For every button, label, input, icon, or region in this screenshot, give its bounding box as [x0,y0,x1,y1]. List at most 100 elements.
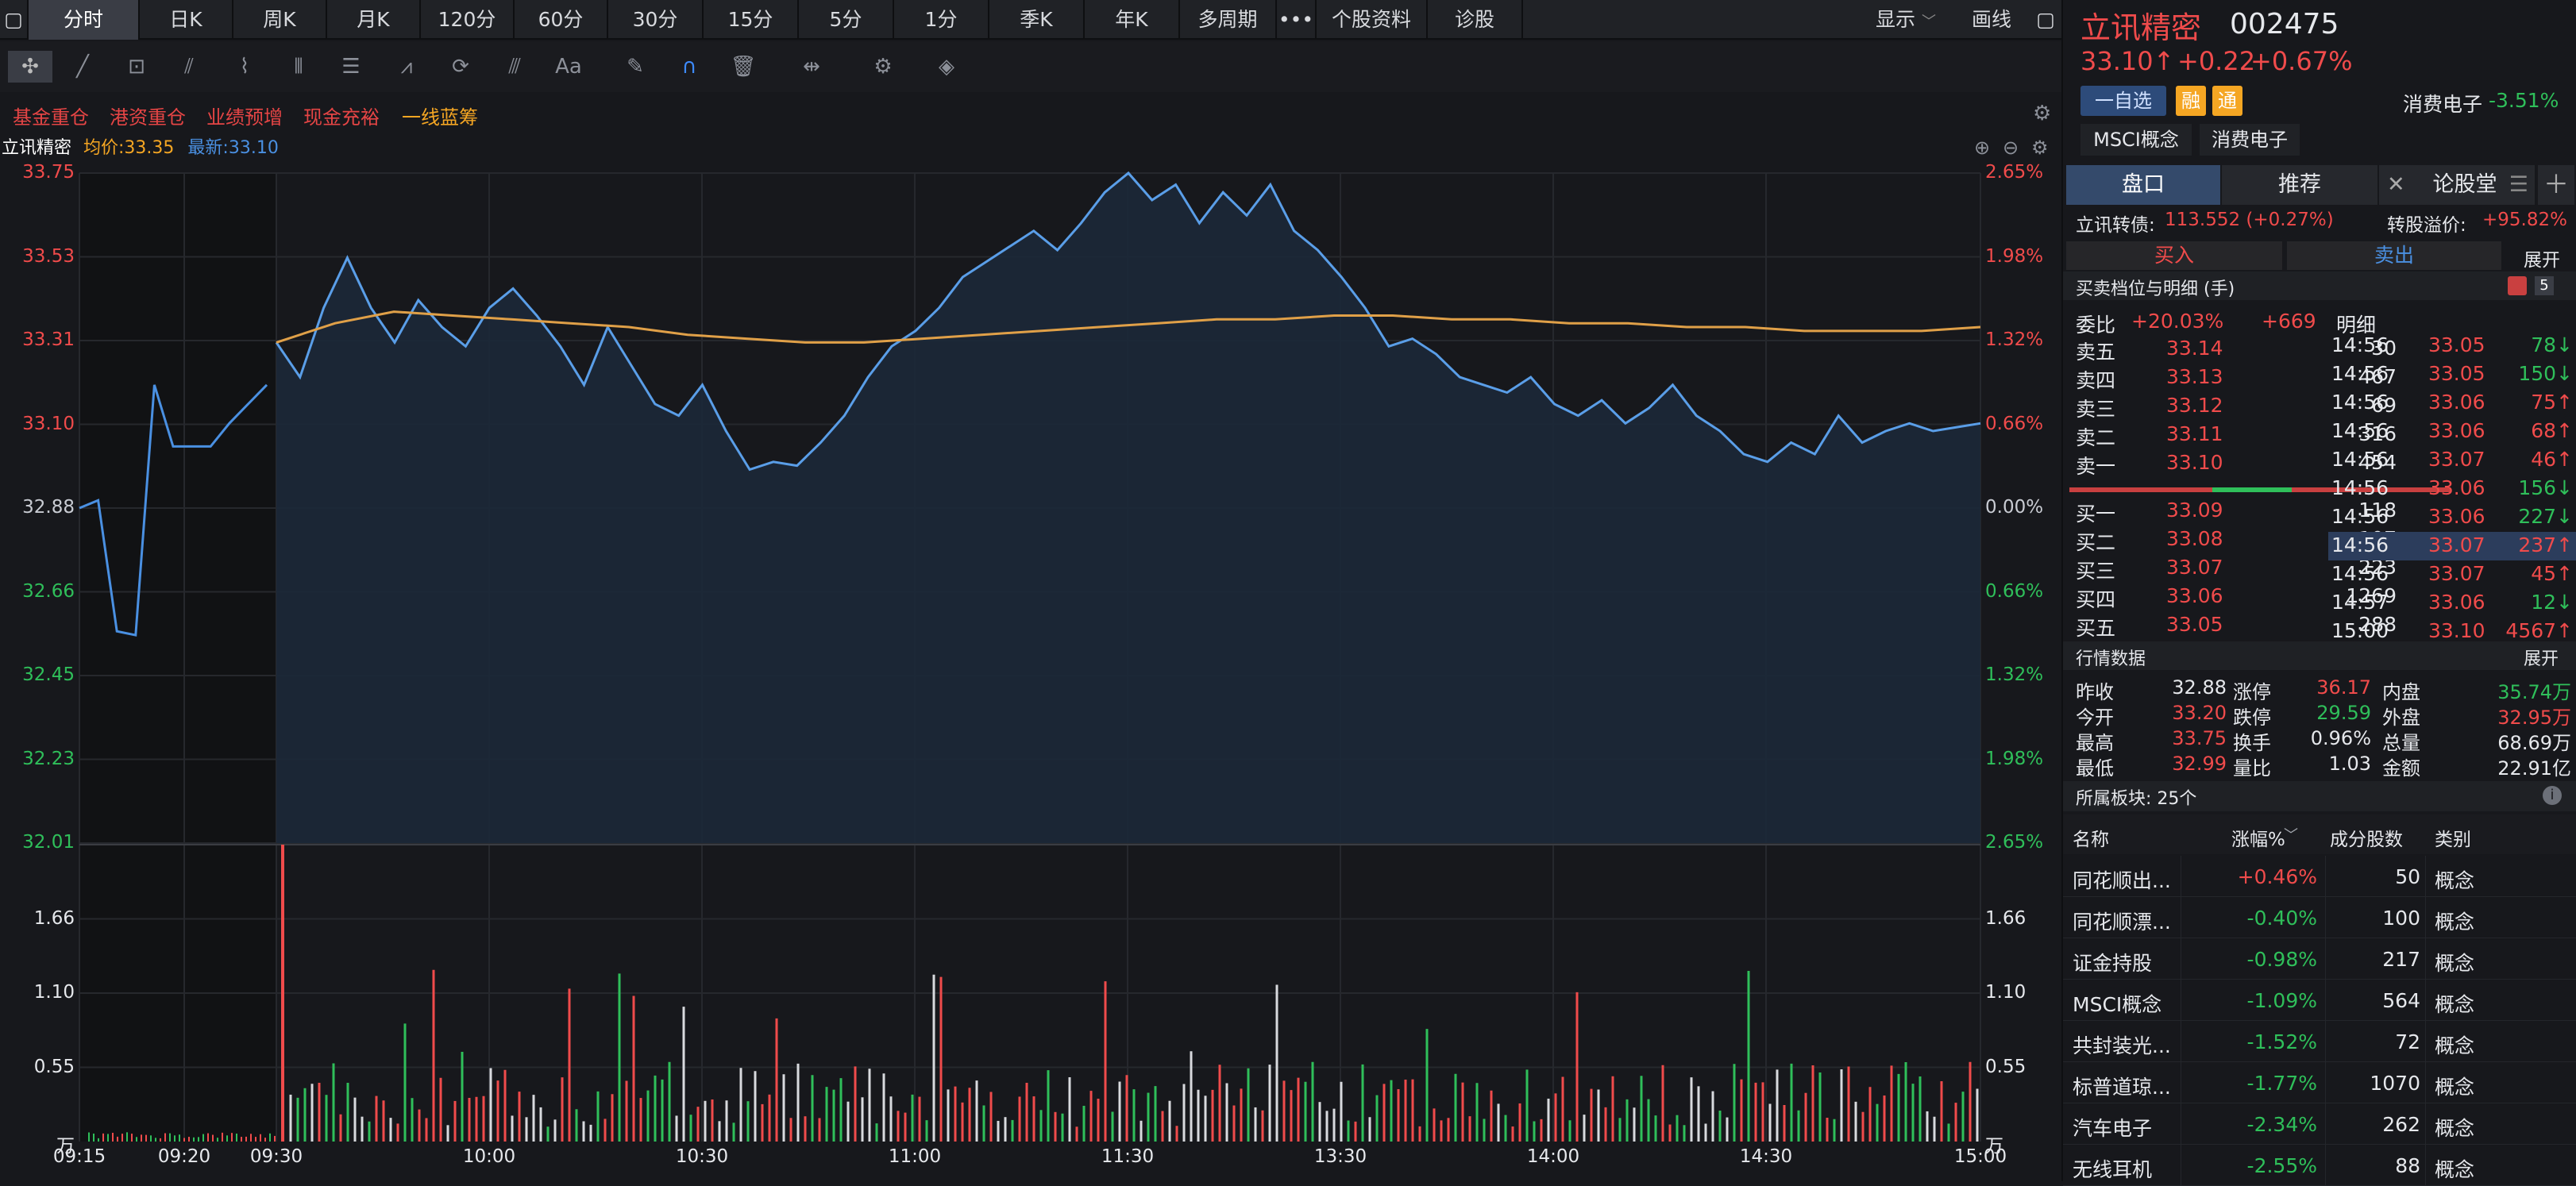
zoom-in-icon[interactable]: ⊕ [1974,137,1991,159]
tick-price: 33.05 [2428,333,2485,356]
sector-row[interactable]: MSCI概念 -1.09% 564 概念 [2063,980,2576,1021]
bid-price[interactable]: 33.07 [2166,556,2223,579]
close-icon[interactable]: ✕ [2387,172,2405,197]
depth-level-count[interactable]: 5 [2535,276,2554,295]
tag-bluechip[interactable]: 一线蓝筹 [402,106,478,129]
sector-col-divider [2325,1021,2326,1062]
bid-level-label: 买三 [2076,560,2116,583]
sector-row[interactable]: 同花顺漂... -0.40% 100 概念 [2063,897,2576,938]
tag-hk[interactable]: 港资重仓 [110,106,186,129]
tick-price: 33.06 [2428,476,2485,499]
col-type[interactable]: 类别 [2435,830,2471,850]
panel-toggle-icon[interactable]: ▢ [0,0,29,40]
rect-tool-icon[interactable]: ⊡ [128,55,145,79]
sector-row[interactable]: 汽车电子 -2.34% 262 概念 [2063,1103,2576,1145]
eraser-icon[interactable]: ✎ [627,55,644,79]
tab-pankou[interactable]: 盘口 [2066,165,2220,205]
sector-row[interactable]: 无线耳机 -2.55% 88 概念 [2063,1145,2576,1186]
tab-recommend[interactable]: 推荐 [2222,165,2377,205]
gann-tool-icon[interactable]: ⫻ [508,55,521,79]
tab-season-k[interactable]: 季K [989,0,1085,40]
stat-label: 换手 [2233,732,2271,754]
tag-profit[interactable]: 业绩预增 [206,106,283,129]
tab-year-k[interactable]: 年K [1085,0,1180,40]
margin-badge: 融 [2176,86,2206,116]
level-tool-icon[interactable]: ☰ [341,55,361,79]
sort-icon[interactable]: ﹀ [2284,827,2298,844]
tick-volume: 45↑ [2531,562,2573,585]
magnet-icon[interactable]: ∩ [681,55,697,79]
tab-month-k[interactable]: 月K [327,0,421,40]
sector-row[interactable]: 共封装光... -1.52% 72 概念 [2063,1021,2576,1062]
cycle-tool-icon[interactable]: ⟳ [452,55,469,79]
display-dropdown[interactable]: 显示 ﹀ [1858,0,1953,40]
pattern-tool-icon[interactable]: ⌇ [239,55,250,79]
col-name[interactable]: 名称 [2073,830,2109,850]
tag-cash[interactable]: 现金充裕 [303,106,380,129]
menu-icon[interactable]: ☰ [2509,172,2528,197]
tag-fund[interactable]: 基金重仓 [13,106,89,129]
ask-price[interactable]: 33.12 [2166,394,2223,417]
tab-day-k[interactable]: 日K [140,0,233,40]
price-tick-label: 33.10 [22,413,75,434]
zoom-out-icon[interactable]: ⊖ [2003,137,2019,159]
sell-button[interactable]: 卖出 [2287,241,2501,270]
text-tool-icon[interactable]: Aa [555,55,582,79]
tab-30min[interactable]: 30分 [608,0,704,40]
tab-stock-profile[interactable]: 个股资料 [1317,0,1428,40]
crosshair-icon[interactable]: ✣ [8,51,52,83]
expand-trade-button[interactable]: 展开 [2524,250,2560,271]
ask-price[interactable]: 33.10 [2166,451,2223,474]
col-count[interactable]: 成分股数 [2330,830,2403,850]
wave-tool-icon[interactable]: ⩘ [400,55,413,79]
panel-toggle-right-icon[interactable]: ▢ [2036,8,2055,31]
tag-settings-icon[interactable]: ⚙ [2033,102,2052,125]
pct-tick-label: 1.98% [1985,748,2044,769]
bid-price[interactable]: 33.08 [2166,527,2223,550]
intraday-chart[interactable]: 立讯精密 均价:33.35 最新:33.10 ⊕ ⊖ ⚙ 33.75 33.53 3… [0,135,2061,1181]
tab-forum[interactable]: ✕ 论股堂 ☰ [2379,165,2535,205]
bid-price[interactable]: 33.09 [2166,499,2223,522]
tab-1min[interactable]: 1分 [894,0,989,40]
layers-icon[interactable]: ◈ [939,55,954,79]
sector-name[interactable]: 消费电子 [2403,93,2483,116]
trash-icon[interactable]: 🗑 [730,55,757,79]
info-icon[interactable]: i [2543,786,2562,805]
buy-button[interactable]: 买入 [2066,241,2282,270]
bid-price[interactable]: 33.05 [2166,613,2223,636]
ask-price[interactable]: 33.13 [2166,365,2223,388]
calendar-icon[interactable] [2508,276,2527,295]
tab-120min[interactable]: 120分 [421,0,515,40]
split-icon[interactable]: ⇹ [803,55,820,79]
gear-icon[interactable]: ⚙ [873,55,893,79]
expand-market-button[interactable]: 展开 [2524,649,2559,669]
sector-name: 无线耳机 [2073,1158,2153,1181]
sector-row[interactable]: 同花顺出... +0.46% 50 概念 [2063,856,2576,897]
fan-tool-icon[interactable]: ⫽ [184,55,194,79]
sector-name: 同花顺漂... [2073,911,2171,934]
ask-price[interactable]: 33.11 [2166,422,2223,445]
concept-msci[interactable]: MSCI概念 [2080,124,2192,156]
stat-value: 0.96% [2310,727,2371,749]
add-watchlist-button[interactable]: 一自选 [2080,86,2166,116]
tab-fenshi[interactable]: 分时 [29,0,140,40]
tab-multi-period[interactable]: 多周期 [1180,0,1277,40]
ask-price[interactable]: 33.14 [2166,337,2223,360]
sector-row[interactable]: 证金持股 -0.98% 217 概念 [2063,938,2576,980]
tab-5min[interactable]: 5分 [799,0,894,40]
chart-settings-icon[interactable]: ⚙ [2031,137,2049,159]
tab-60min[interactable]: 60分 [515,0,608,40]
more-icon[interactable]: ••• [1277,0,1317,40]
sector-col-divider [2425,980,2426,1021]
col-pct[interactable]: 涨幅% [2231,830,2285,850]
tab-15min[interactable]: 15分 [704,0,799,40]
tab-week-k[interactable]: 周K [233,0,327,40]
line-tool-icon[interactable]: ╱ [76,55,89,79]
sector-row[interactable]: 标普道琼... -1.77% 1070 概念 [2063,1062,2576,1103]
draw-line-button[interactable]: 画线 [1971,8,2011,31]
grid-tool-icon[interactable]: ⦀ [294,55,303,79]
tab-diagnose[interactable]: 诊股 [1428,0,1523,40]
bid-price[interactable]: 33.06 [2166,584,2223,607]
add-tab-icon[interactable]: ＋ [2538,165,2574,205]
concept-consumer-electronics[interactable]: 消费电子 [2200,124,2300,156]
